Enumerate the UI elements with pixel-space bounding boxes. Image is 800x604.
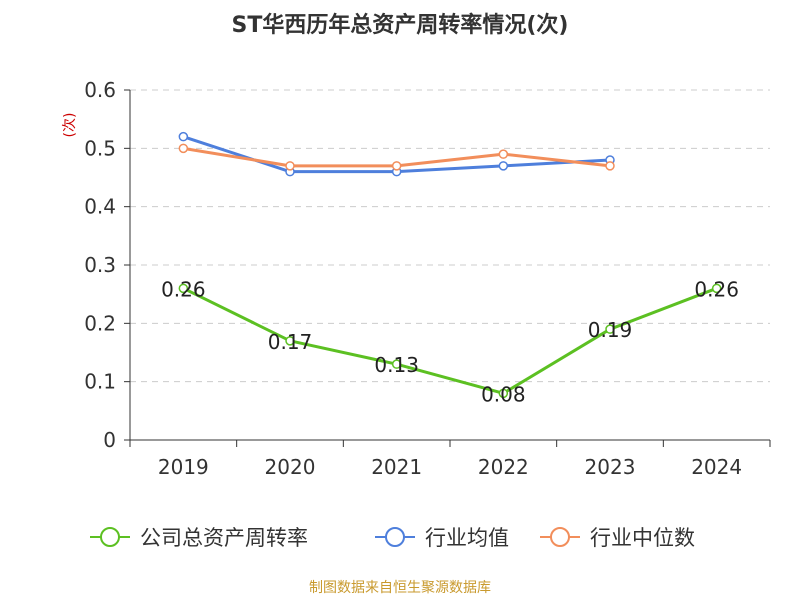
x-tick-label: 2021 (371, 455, 422, 479)
data-point (285, 161, 295, 171)
data-point (711, 283, 722, 294)
data-point (391, 359, 402, 369)
data-label: 0.19 (588, 318, 633, 342)
data-label: 0.17 (268, 330, 313, 354)
legend-item: 行业中位数 (540, 526, 695, 550)
data-point (498, 161, 509, 171)
legend-label: 行业均值 (425, 526, 509, 550)
legend-label: 行业中位数 (590, 526, 695, 550)
data-label: 0.08 (481, 382, 526, 406)
y-tick-label: 0.1 (84, 370, 116, 394)
data-point (605, 161, 615, 171)
data-point (498, 388, 509, 399)
x-tick-label: 2023 (585, 455, 636, 479)
data-point (391, 161, 402, 171)
x-tick-label: 2024 (691, 455, 742, 479)
data-point (178, 131, 189, 142)
grid-layer (130, 89, 770, 383)
y-tick-label: 0.5 (84, 136, 116, 160)
data-label: 0.26 (694, 277, 739, 301)
x-tick-label: 2020 (265, 455, 316, 479)
legend-label: 公司总资产周转率 (140, 526, 308, 550)
data-label: 0.26 (161, 277, 206, 301)
series-layer: 0.26 0.17 0.13 0.08 0.19 0.26 (161, 131, 739, 406)
y-tick-label: 0.4 (84, 195, 116, 219)
axis-layer: 0 0.1 0.2 0.3 0.4 0.5 0.6 2019 2020 2021 2022 2023 2… (84, 78, 771, 479)
series-0: 0.26 0.17 0.13 0.08 0.19 0.26 (161, 277, 739, 406)
legend-item: 行业均值 (375, 526, 509, 550)
data-label: 0.13 (374, 353, 419, 377)
y-tick-label: 0.2 (84, 311, 116, 335)
legend-marker (550, 527, 570, 547)
data-point (178, 143, 189, 154)
y-tick-label: 0.6 (84, 78, 116, 102)
source-note: 制图数据来自恒生聚源数据库 (309, 580, 491, 596)
x-tick-label: 2019 (158, 455, 209, 479)
data-point (285, 336, 295, 346)
legend: 公司总资产周转率 行业均值 行业中位数 (90, 526, 695, 550)
x-tick-label: 2022 (478, 455, 529, 479)
y-tick-label: 0.3 (84, 253, 116, 277)
data-point (178, 283, 189, 294)
y-axis-label: (次) (62, 113, 78, 138)
legend-item: 公司总资产周转率 (90, 526, 308, 550)
data-point (498, 149, 509, 159)
series-2 (178, 143, 615, 171)
chart-title: ST华西历年总资产周转率情况(次) (232, 12, 569, 38)
legend-marker (385, 527, 405, 547)
data-point (605, 324, 615, 334)
series-line (182, 286, 718, 395)
legend-marker (100, 527, 120, 547)
y-tick-label: 0 (103, 428, 116, 452)
